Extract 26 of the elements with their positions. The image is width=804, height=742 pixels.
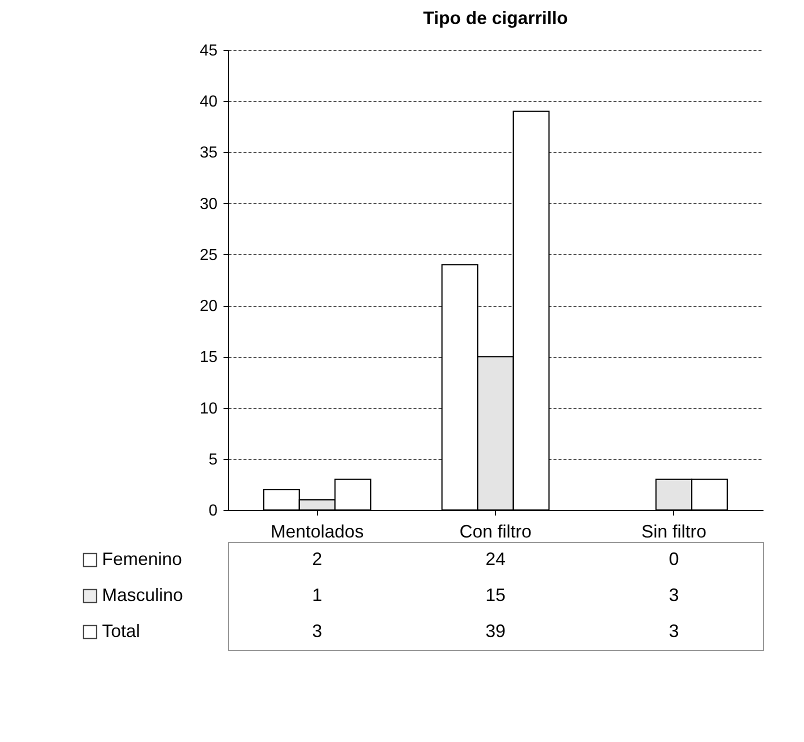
data-label: 39 bbox=[485, 621, 506, 641]
y-tick-label: 35 bbox=[200, 144, 218, 162]
y-tick-label: 45 bbox=[200, 42, 218, 60]
data-label: 0 bbox=[668, 549, 679, 569]
y-tick-label: 15 bbox=[200, 349, 218, 366]
y-tick-label: 0 bbox=[208, 502, 218, 520]
y-tick-label: 30 bbox=[200, 196, 218, 213]
y-tick-label: 5 bbox=[208, 451, 218, 468]
y-tick-label: 10 bbox=[200, 400, 218, 418]
x-tick-label: Con filtro bbox=[459, 522, 532, 542]
data-label: 3 bbox=[668, 621, 679, 641]
data-label: 3 bbox=[312, 621, 322, 641]
y-tick-label: 40 bbox=[200, 94, 218, 111]
legend-label: Masculino bbox=[102, 585, 184, 605]
y-tick-label: 25 bbox=[200, 246, 218, 264]
data-label: 2 bbox=[312, 549, 322, 569]
data-label: 15 bbox=[485, 585, 506, 605]
y-tick-label: 20 bbox=[200, 298, 218, 316]
x-tick-label: Sin filtro bbox=[641, 522, 706, 542]
x-tick-label: Mentolados bbox=[270, 522, 364, 542]
chart-title: Tipo de cigarrillo bbox=[423, 8, 568, 28]
data-label: 1 bbox=[312, 585, 322, 605]
legend-label: Femenino bbox=[102, 549, 182, 569]
legend-label: Total bbox=[102, 621, 140, 641]
data-label: 3 bbox=[668, 585, 679, 605]
data-label: 24 bbox=[485, 549, 506, 569]
